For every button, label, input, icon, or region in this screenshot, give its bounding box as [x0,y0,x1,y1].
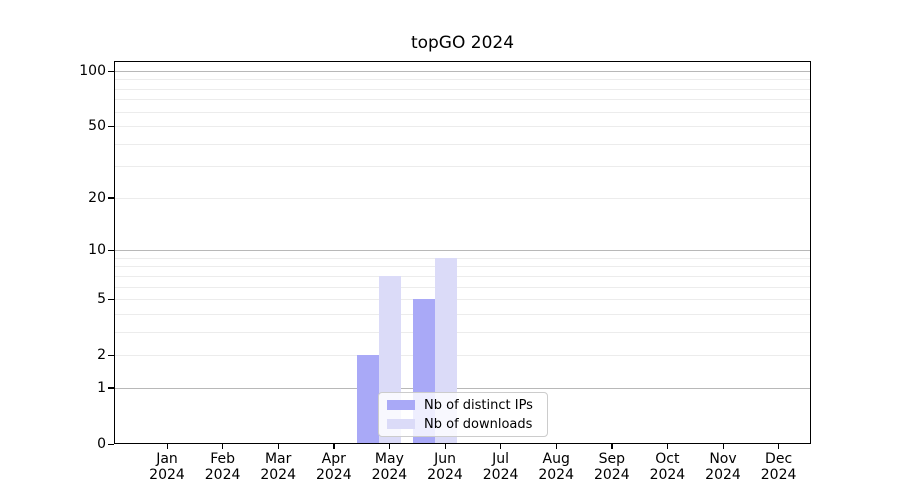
gridline-minor [114,275,811,277]
x-tick-label: Feb 2024 [204,451,241,483]
x-tick [778,444,780,449]
legend-label-distinct-ips: Nb of distinct IPs [424,397,533,413]
x-tick-label: Dec 2024 [760,451,797,483]
x-tick [166,444,168,449]
plot-area: Nb of distinct IPs Nb of downloads [114,61,811,444]
x-tick-label: Jan 2024 [149,451,185,483]
y-tick-label: 1 [97,379,106,396]
y-tick-label: 100 [79,63,106,79]
gridlines-layer [114,61,811,444]
y-tick [108,443,114,445]
y-tick [108,125,114,128]
x-tick [277,444,279,449]
y-tick [108,354,114,356]
x-tick [333,444,335,449]
y-tick [108,249,114,251]
y-tick [108,197,114,199]
gridline-minor [114,331,811,333]
gridline-minor [114,79,811,81]
bars-layer [114,61,811,444]
gridline-minor [114,126,811,128]
y-tick-label: 20 [88,189,106,206]
gridline-minor [114,99,811,101]
x-tick-label: Aug 2024 [538,451,574,483]
gridline-minor [114,355,811,357]
gridline-minor [114,88,811,90]
gridline-minor [114,111,811,113]
gridline-minor [114,266,811,268]
chart-title: topGO 2024 [410,33,515,53]
x-tick-label: Nov 2024 [705,451,741,483]
gridline-minor [114,143,811,145]
gridline-minor [114,286,811,288]
y-tick-label: 50 [88,118,106,135]
x-tick-label: Jul 2024 [482,451,519,483]
x-tick-label: Oct 2024 [649,451,686,483]
y-tick-label: 0 [97,436,106,452]
x-tick [722,444,724,449]
gridline-minor [114,166,811,168]
legend-swatch-distinct-ips [387,400,415,410]
y-tick-label: 10 [88,242,106,259]
x-tick [555,444,557,449]
y-tick-label: 5 [97,291,106,308]
legend: Nb of distinct IPs Nb of downloads [378,392,548,437]
x-tick-label: Mar 2024 [260,451,296,483]
x-tick [444,444,446,449]
x-tick-label: Apr 2024 [315,451,352,483]
gridline-major [114,250,811,252]
x-tick [222,444,224,449]
x-tick-label: Jun 2024 [427,451,463,483]
y-tick [108,70,114,72]
gridline-minor [114,299,811,301]
y-tick-label: 2 [97,347,106,364]
legend-swatch-downloads [387,419,415,429]
x-tick [500,444,502,449]
gridline-minor [114,197,811,199]
x-tick-label: Sep 2024 [593,451,630,483]
gridline-major [114,71,811,72]
legend-item-distinct-ips: Nb of distinct IPs [387,398,541,413]
bar-distinct-ips [357,355,380,444]
y-tick [108,387,114,389]
x-tick [611,444,613,449]
legend-item-downloads: Nb of downloads [387,417,541,432]
y-tick [108,298,114,300]
x-tick-label: May 2024 [371,451,408,483]
gridline-major [114,387,811,389]
x-tick [666,444,669,449]
gridline-minor [114,313,811,315]
legend-label-downloads: Nb of downloads [424,416,533,432]
gridline-minor [114,257,811,259]
x-tick [388,444,391,449]
